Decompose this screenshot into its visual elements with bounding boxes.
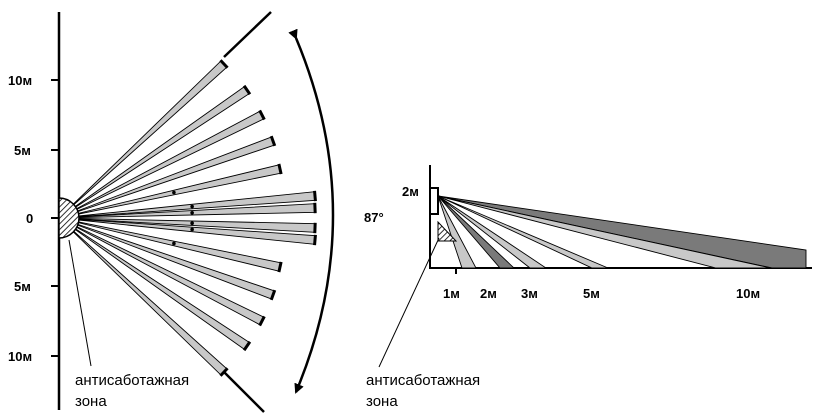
top-view-coverage-edge-lower	[223, 371, 265, 413]
beam-zone-mark	[190, 211, 194, 215]
x-tick-label: 3м	[521, 286, 538, 301]
beam-end-cap	[277, 163, 283, 175]
top-view-detection-beams	[58, 59, 317, 377]
tamper-label-leader	[68, 239, 92, 367]
tamper-zone-label: антисаботажная	[75, 372, 189, 389]
height-label: 2м	[402, 184, 419, 199]
fan-beam	[58, 217, 228, 376]
beam-end-cap	[269, 289, 277, 301]
y-tick-label: 5м	[14, 279, 31, 294]
beam-end-cap	[242, 84, 252, 96]
top-view: 10м 5м 0 5м 10м 87° антисаботажная зона	[8, 11, 384, 413]
side-beam	[437, 195, 548, 269]
beam-end-cap	[277, 261, 283, 273]
side-beam	[437, 195, 516, 269]
beam-end-cap	[269, 135, 277, 147]
beam-zone-mark	[190, 204, 194, 209]
tamper-zone-label: зона	[75, 393, 107, 410]
side-view: 2м 1м 2м 3м 5м 10м антисаботажная зона	[366, 165, 812, 410]
top-view-coverage-edge-upper	[223, 11, 272, 58]
x-tick-label: 1м	[443, 286, 460, 301]
top-view-y-ticks: 10м 5м 0 5м 10м	[8, 73, 59, 364]
fan-beam	[58, 60, 228, 219]
y-tick-label: 10м	[8, 349, 32, 364]
side-view-detection-beams	[437, 195, 807, 269]
beam-end-cap	[258, 109, 266, 121]
beam-zone-mark	[172, 241, 176, 246]
side-beam	[437, 195, 477, 269]
side-tamper-zone-label: антисаботажная	[366, 372, 480, 389]
angle-label: 87°	[364, 210, 384, 225]
side-tamper-zone-label: зона	[366, 393, 398, 410]
beam-end-cap	[258, 315, 266, 327]
x-tick-label: 5м	[583, 286, 600, 301]
beam-end-cap	[219, 59, 229, 69]
side-view-tamper-zone	[437, 220, 458, 242]
side-beam	[437, 195, 609, 269]
y-tick-label: 10м	[8, 73, 32, 88]
beam-zone-mark	[190, 221, 194, 225]
x-tick-label: 2м	[480, 286, 497, 301]
y-tick-label: 0	[26, 211, 33, 226]
beam-zone-mark	[172, 190, 176, 195]
side-beam	[437, 195, 772, 269]
top-view-tamper-zone	[58, 197, 80, 239]
beam-end-cap	[313, 234, 317, 246]
angle-arrow	[288, 28, 335, 394]
x-tick-label: 10м	[736, 286, 760, 301]
beam-zone-mark	[190, 227, 194, 232]
side-view-x-ticks: 1м 2м 3м 5м 10м	[443, 268, 760, 301]
y-tick-label: 5м	[14, 143, 31, 158]
beam-end-cap	[242, 340, 252, 352]
side-tamper-label-leader	[378, 237, 440, 368]
beam-end-cap	[313, 190, 317, 202]
detector-housing	[429, 187, 439, 215]
